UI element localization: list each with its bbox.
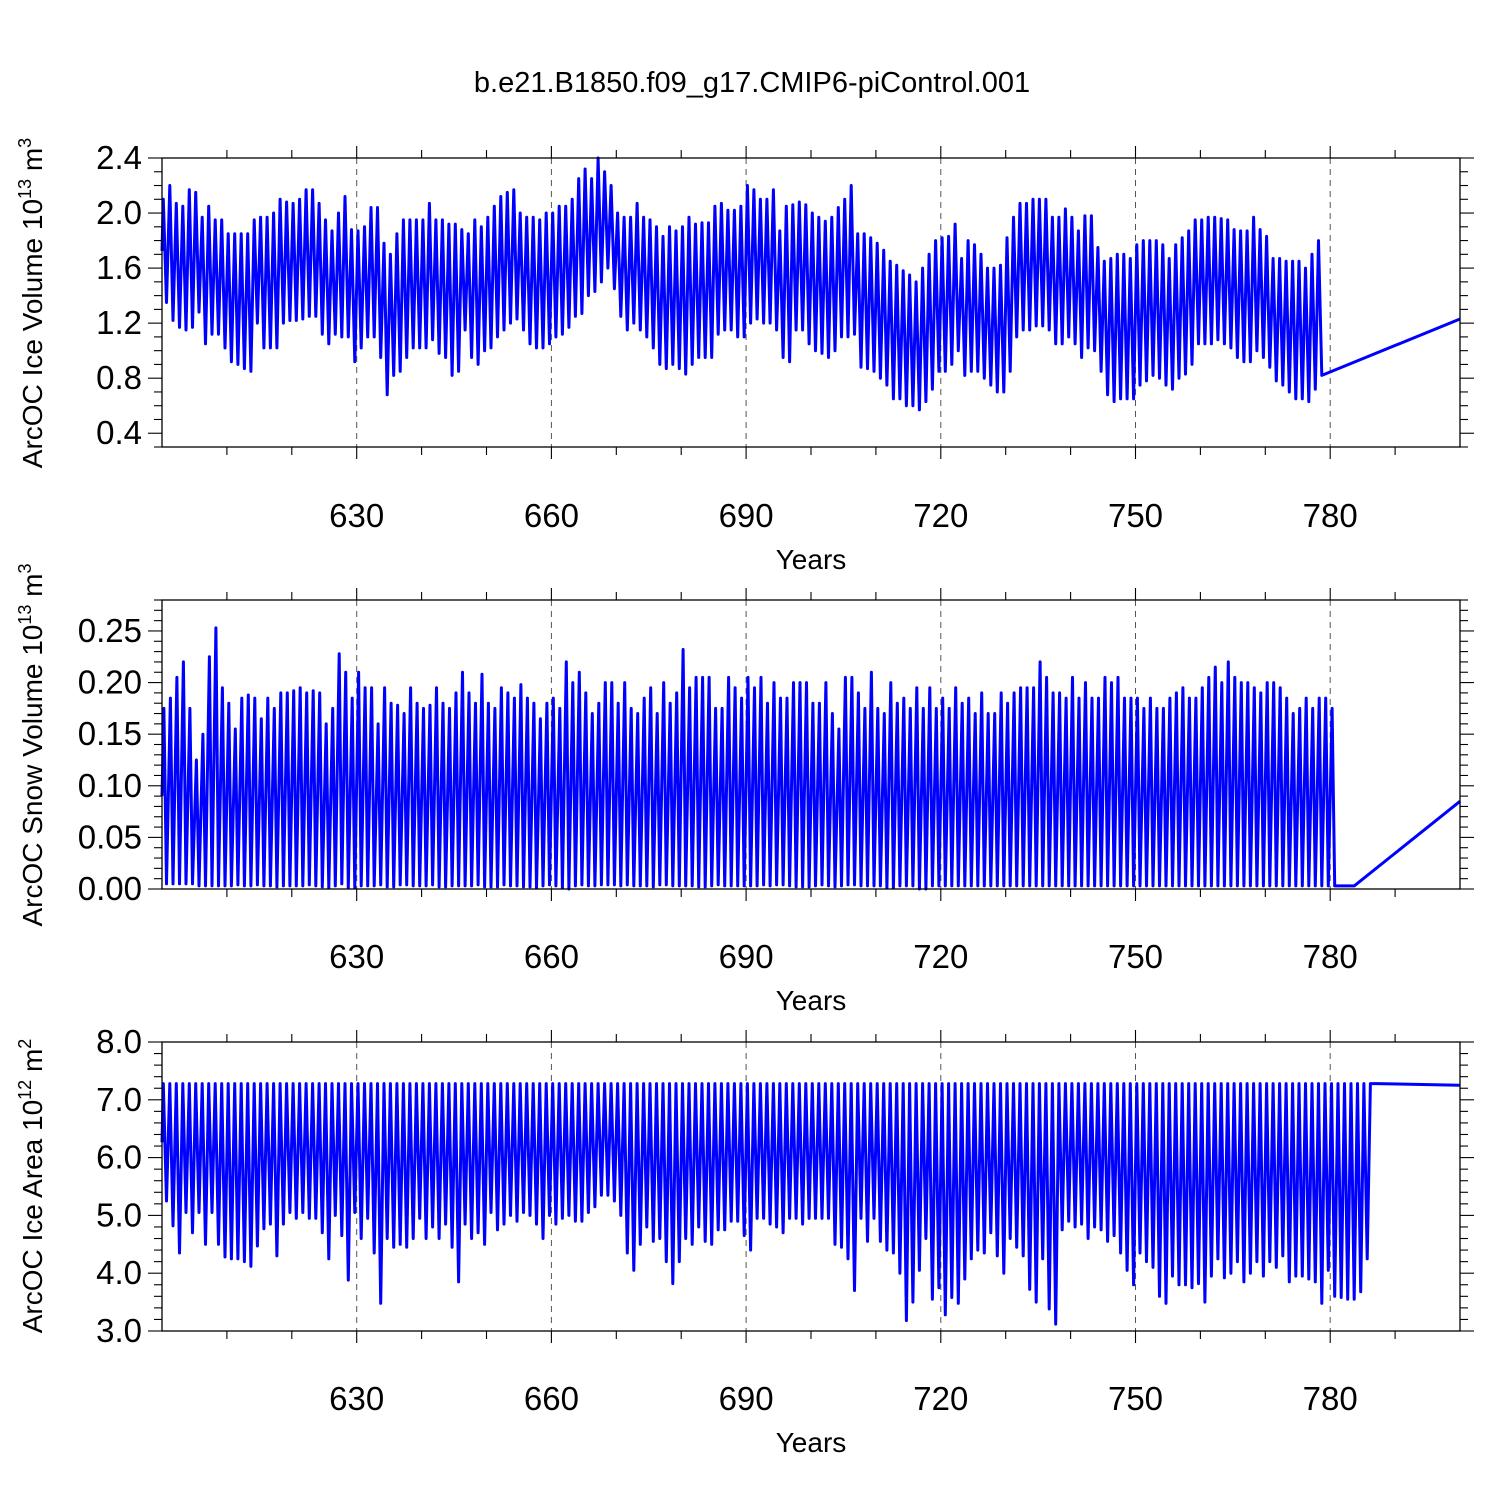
panel-ice-volume: 630 660 690 720 750 780 Years 0.4 0.8 1.2 1.6 2.0 2.…: [15, 138, 1474, 575]
x-tick-label: 630: [329, 1380, 384, 1417]
x-tick-label: 630: [329, 938, 384, 975]
x-tick-label: 660: [524, 938, 579, 975]
x-axis-label: Years: [776, 985, 847, 1016]
y-tick-label: 0.4: [96, 414, 142, 451]
x-tick-label: 780: [1303, 938, 1358, 975]
x-axis-label: Years: [776, 1427, 847, 1458]
series-line-ice-volume: [160, 156, 1461, 412]
y-tick-label: 0.25: [78, 612, 142, 649]
panel-snow-volume: 630 660 690 720 750 780 Years 0.00 0.05 0.10 0.15 0…: [15, 563, 1474, 1016]
x-tick-label: 750: [1108, 497, 1163, 534]
x-tick-label: 660: [524, 497, 579, 534]
y-axis-label: ArcOC Snow Volume 1013 m3: [15, 563, 48, 926]
x-tick-label: 720: [913, 938, 968, 975]
y-tick-label: 2.0: [96, 194, 142, 231]
y-tick-label: 8.0: [96, 1023, 142, 1060]
y-tick-label: 1.2: [96, 304, 142, 341]
y-tick-label: 0.05: [78, 818, 142, 855]
y-tick-label: 0.10: [78, 767, 142, 804]
y-tick-label: 0.00: [78, 870, 142, 907]
y-tick-label: 7.0: [96, 1081, 142, 1118]
y-tick-label: 3.0: [96, 1312, 142, 1349]
x-tick-label: 630: [329, 497, 384, 534]
y-tick-label: 5.0: [96, 1196, 142, 1233]
y-tick-label: 4.0: [96, 1254, 142, 1291]
x-tick-label: 750: [1108, 938, 1163, 975]
x-tick-label: 720: [913, 1380, 968, 1417]
y-tick-label: 0.20: [78, 664, 142, 701]
x-tick-label: 690: [719, 497, 774, 534]
y-tick-label: 0.15: [78, 715, 142, 752]
y-tick-label: 2.4: [96, 139, 142, 176]
y-tick-label: 1.6: [96, 249, 142, 286]
panel-ice-area: 630 660 690 720 750 780 Years 3.0 4.0 5.0 6.0 7.0 8.…: [15, 1023, 1474, 1458]
x-tick-label: 660: [524, 1380, 579, 1417]
series-line-snow-volume: [160, 626, 1461, 891]
panels: 630 660 690 720 750 780 Years 0.4 0.8 1.2 1.6 2.0 2.…: [15, 138, 1474, 1458]
y-axis-label: ArcOC Ice Area 1012 m2: [15, 1039, 48, 1334]
y-tick-label: 0.8: [96, 359, 142, 396]
x-tick-label: 780: [1303, 497, 1358, 534]
x-axis-label: Years: [776, 544, 847, 575]
x-tick-label: 780: [1303, 1380, 1358, 1417]
y-axis-label: ArcOC Ice Volume 1013 m3: [15, 138, 48, 468]
y-tick-label: 6.0: [96, 1139, 142, 1176]
x-tick-label: 720: [913, 497, 968, 534]
figure-title: b.e21.B1850.f09_g17.CMIP6-piControl.001: [474, 67, 1030, 99]
x-tick-label: 690: [719, 938, 774, 975]
x-tick-label: 690: [719, 1380, 774, 1417]
series-line-ice-area: [160, 1082, 1461, 1326]
x-tick-label: 750: [1108, 1380, 1163, 1417]
